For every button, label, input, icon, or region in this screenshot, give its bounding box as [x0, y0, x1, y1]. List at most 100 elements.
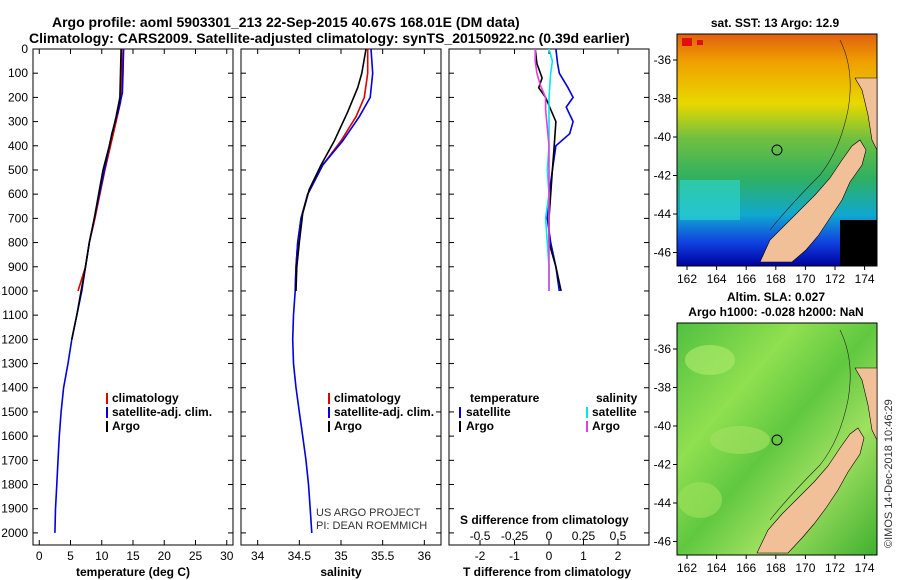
lat-tick-label: -36 — [654, 53, 672, 67]
depth-tick-label: 200 — [8, 90, 28, 104]
depth-tick-label: 1100 — [2, 308, 28, 322]
legend-swatch-argo — [328, 421, 330, 432]
x-tick-label: 0 — [36, 549, 43, 563]
legend-label-s-argo: Argo — [592, 419, 620, 433]
t-difference-axis-label: T difference from climatology — [463, 565, 631, 579]
lat-tick-label: -44 — [654, 496, 672, 510]
lat-tick-label: -38 — [654, 381, 672, 395]
temperature-legend: climatology satellite-adj. clim. Argo — [106, 391, 212, 433]
depth-tick-label: 1900 — [1, 502, 28, 516]
legend-label-t-satellite: satellite — [466, 405, 511, 419]
lat-tick-label: -36 — [654, 342, 672, 356]
depth-tick-label: 1400 — [1, 381, 28, 395]
legend-label-argo: Argo — [334, 419, 362, 433]
s-tick-label: 0.25 — [572, 529, 596, 543]
s-difference-axis-label: S difference from climatology — [460, 513, 629, 527]
sst-map-title: sat. SST: 13 Argo: 12.9 — [711, 16, 840, 30]
lat-tick-label: -38 — [654, 92, 672, 106]
temperature-axis-label: temperature (deg C) — [76, 565, 190, 579]
salinity-axis-label: salinity — [320, 565, 362, 579]
legend-swatch-climatology — [328, 393, 330, 404]
legend-swatch-argo — [106, 421, 108, 432]
depth-tick-label: 1500 — [1, 405, 28, 419]
depth-tick-label: 1600 — [1, 429, 28, 443]
legend-label-argo: Argo — [112, 419, 140, 433]
depth-tick-label: 500 — [8, 163, 28, 177]
depth-tick-label: 800 — [8, 236, 28, 250]
x-tick-label: 20 — [158, 549, 172, 563]
depth-tick-label: 1000 — [1, 284, 28, 298]
x-tick-label: 10 — [95, 549, 109, 563]
bathymetry-contour — [769, 39, 851, 231]
depth-tick-label: 1200 — [1, 332, 28, 346]
legend-label-satellite: satellite-adj. clim. — [112, 405, 212, 419]
legend-title-salinity: salinity — [596, 391, 638, 405]
sst-map-ticks: -36 -38 -40 -42 -44 -46 162 164 166 168 170 172 174 — [654, 53, 875, 286]
lon-tick-label: 166 — [736, 272, 756, 286]
sla-map-ticks: -36 -38 -40 -42 -44 -46 162 164 166 168 170 172 174 — [654, 342, 875, 575]
lon-tick-label: 168 — [766, 561, 786, 575]
lon-tick-label: 166 — [736, 561, 756, 575]
lon-tick-label: 170 — [795, 272, 815, 286]
argo-float-marker — [771, 434, 783, 446]
x-tick-label: 2 — [615, 549, 622, 563]
s-tick-label: 0.5 — [610, 529, 627, 543]
depth-tick-label: 100 — [8, 66, 28, 80]
lat-tick-label: -46 — [654, 246, 672, 260]
legend-label-climatology: climatology — [334, 391, 401, 405]
depth-tick-label: 1700 — [1, 453, 28, 467]
depth-tick-label: 900 — [8, 260, 28, 274]
sla-map-title2: Argo h1000: -0.028 h2000: NaN — [688, 305, 863, 319]
depth-tick-label: 0 — [21, 42, 28, 56]
s-tick-label: -0.5 — [470, 529, 491, 543]
lon-tick-label: 164 — [707, 272, 727, 286]
x-tick-label: 1 — [580, 549, 587, 563]
legend-label-climatology: climatology — [112, 391, 179, 405]
argo-float-marker — [771, 144, 783, 156]
lat-tick-label: -40 — [654, 130, 672, 144]
depth-tick-label: 300 — [8, 115, 28, 129]
legend-swatch-climatology — [106, 393, 108, 404]
sla-anomaly-blob — [685, 345, 735, 375]
depth-tick-layer: 0 100 200 300 400 500 600 700 800 900 1000 1100 1200… — [1, 42, 649, 540]
sst-hot-spot — [682, 38, 692, 46]
imos-timestamp: ©IMOS 14-Dec-2018 10:46:29 — [883, 399, 895, 548]
depth-tick-label: 400 — [8, 139, 28, 153]
x-tick-label: 36 — [418, 549, 432, 563]
lon-tick-label: 172 — [825, 561, 845, 575]
legend-label-satellite: satellite-adj. clim. — [334, 405, 434, 419]
legend-swatch-s-satellite — [586, 407, 588, 418]
lon-tick-label: 164 — [707, 561, 727, 575]
depth-tick-label: 1300 — [1, 357, 28, 371]
series-line-satellite-adj-clim- — [291, 48, 374, 533]
lat-tick-label: -46 — [654, 535, 672, 549]
x-tick-label: 0 — [546, 549, 553, 563]
x-tick-label: -2 — [475, 549, 486, 563]
figure-title-line1: Argo profile: aoml 5903301_213 22-Sep-20… — [52, 14, 520, 30]
bathymetry-contour — [769, 329, 851, 521]
depth-tick-label: 700 — [8, 211, 28, 225]
lon-tick-label: 168 — [766, 272, 786, 286]
lon-tick-label: 162 — [677, 561, 697, 575]
legend-swatch-satellite — [328, 407, 330, 418]
x-tick-label: 15 — [126, 549, 140, 563]
project-annotation-line1: US ARGO PROJECT — [316, 507, 421, 519]
lat-tick-label: -40 — [654, 419, 672, 433]
sst-map — [676, 33, 878, 267]
lon-tick-label: 172 — [825, 272, 845, 286]
series-line-argo — [71, 48, 122, 340]
south-island-landmass — [759, 139, 867, 263]
sla-map — [676, 322, 878, 556]
series-line-s-argo — [534, 49, 550, 291]
x-tick-label: 25 — [189, 549, 203, 563]
legend-label-s-satellite: satellite — [592, 405, 637, 419]
legend-swatch-t-argo — [459, 421, 461, 432]
series-line-s-satellite — [544, 48, 554, 291]
sst-nodata-region — [840, 220, 877, 266]
lat-tick-label: -44 — [654, 207, 672, 221]
x-tick-label: 5 — [67, 549, 74, 563]
lat-tick-label: -42 — [654, 169, 672, 183]
north-island-landmass — [854, 77, 878, 151]
sst-hot-spot — [697, 40, 703, 45]
